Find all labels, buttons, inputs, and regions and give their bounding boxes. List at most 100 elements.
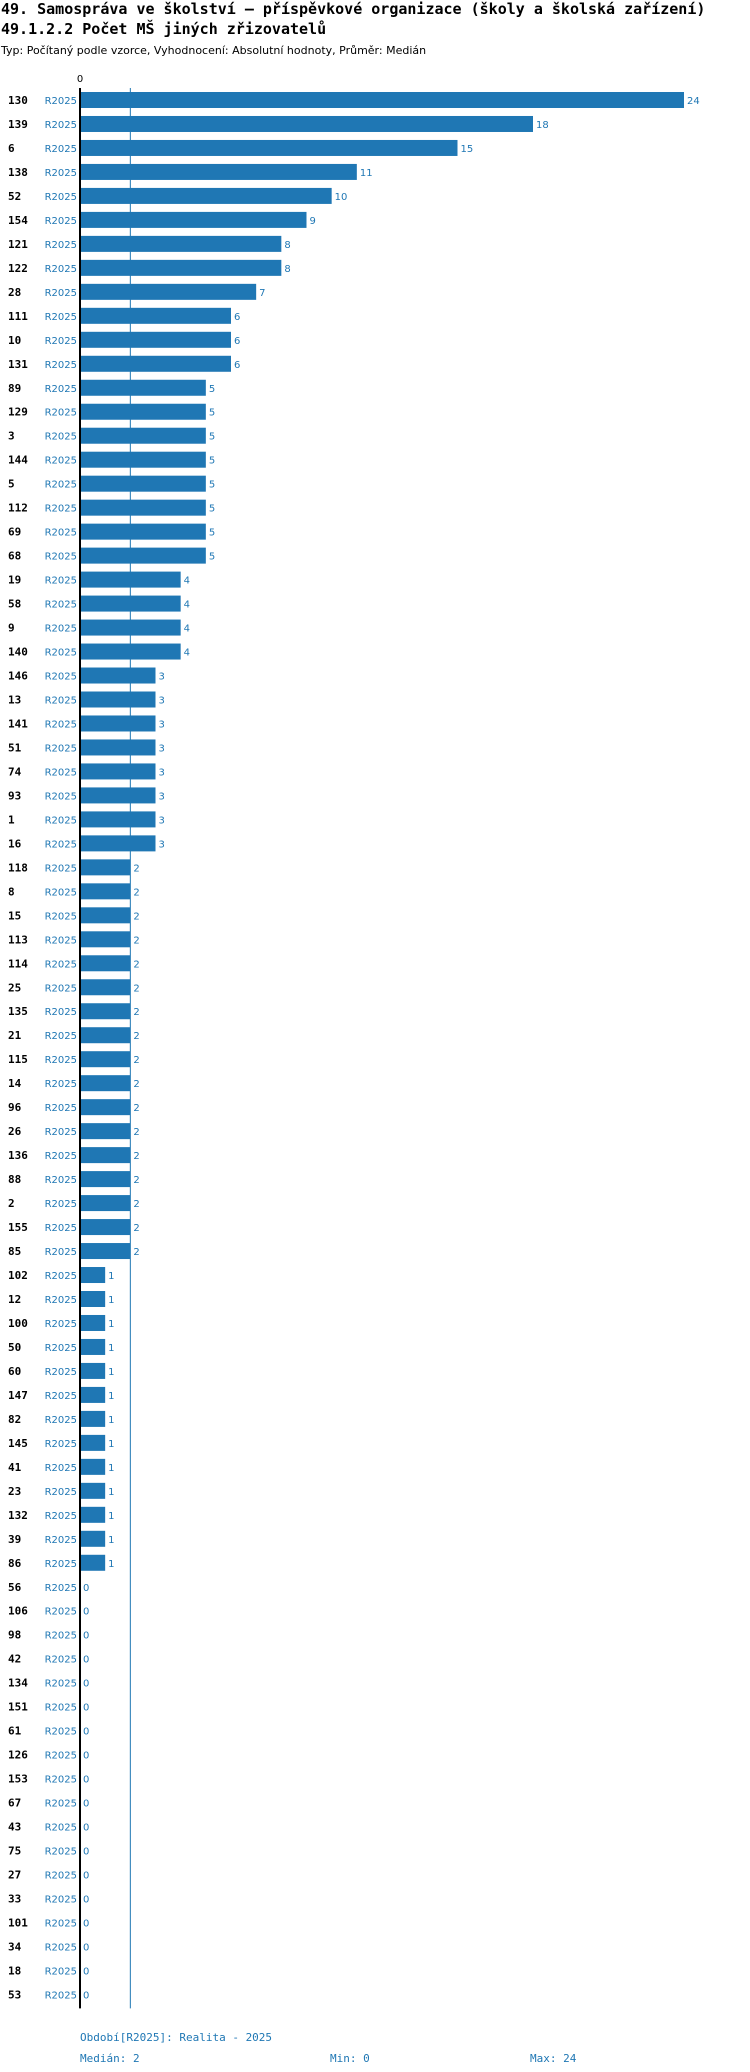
value-label: 5	[209, 384, 215, 395]
value-label: 1	[108, 1367, 114, 1378]
bar	[80, 691, 156, 708]
value-label: 7	[259, 288, 265, 299]
value-label: 0	[83, 1823, 89, 1834]
series-label: R2025	[45, 863, 77, 874]
bar	[80, 475, 206, 492]
bar	[80, 619, 181, 636]
series-label: R2025	[45, 1439, 77, 1450]
bar	[80, 1506, 106, 1523]
value-label: 4	[184, 624, 190, 635]
category-label: 155	[8, 1221, 28, 1234]
series-label: R2025	[45, 408, 77, 419]
series-label: R2025	[45, 1703, 77, 1714]
value-label: 3	[159, 815, 165, 826]
bar	[80, 1458, 106, 1475]
footer-period: Období[R2025]: Realita - 2025	[80, 2031, 273, 2044]
series-label: R2025	[45, 1295, 77, 1306]
value-label: 0	[83, 1942, 89, 1953]
category-label: 6	[8, 142, 15, 155]
category-label: 13	[8, 694, 21, 707]
bar	[80, 451, 206, 468]
value-label: 0	[83, 1847, 89, 1858]
bar	[80, 1051, 131, 1068]
value-label: 0	[83, 1799, 89, 1810]
series-label: R2025	[45, 1391, 77, 1402]
series-label: R2025	[45, 432, 77, 443]
value-label: 3	[159, 791, 165, 802]
bar	[80, 667, 156, 684]
bar	[80, 907, 131, 924]
category-label: 86	[8, 1557, 22, 1570]
value-label: 0	[83, 1895, 89, 1906]
category-label: 74	[8, 765, 22, 778]
category-label: 118	[8, 861, 28, 874]
value-label: 5	[209, 504, 215, 515]
bar	[80, 883, 131, 900]
value-label: 2	[133, 1127, 139, 1138]
value-label: 5	[209, 480, 215, 491]
category-label: 26	[8, 1125, 22, 1138]
category-label: 111	[8, 310, 28, 323]
category-label: 75	[8, 1845, 21, 1858]
series-label: R2025	[45, 1583, 77, 1594]
bar	[80, 115, 533, 132]
category-label: 2	[8, 1197, 15, 1210]
value-label: 0	[83, 1703, 89, 1714]
series-label: R2025	[45, 1535, 77, 1546]
value-label: 9	[310, 216, 316, 227]
series-label: R2025	[45, 1966, 77, 1977]
category-label: 69	[8, 526, 21, 539]
bar	[80, 92, 684, 108]
category-label: 114	[8, 957, 28, 970]
value-label: 2	[133, 1199, 139, 1210]
series-label: R2025	[45, 1151, 77, 1162]
category-label: 8	[8, 885, 15, 898]
category-label: 25	[8, 981, 21, 994]
series-label: R2025	[45, 672, 77, 683]
value-label: 0	[83, 1751, 89, 1762]
category-label: 42	[8, 1653, 21, 1666]
series-label: R2025	[45, 1007, 77, 1018]
category-label: 19	[8, 574, 21, 587]
value-label: 5	[209, 432, 215, 443]
value-label: 1	[108, 1319, 114, 1330]
series-label: R2025	[45, 1895, 77, 1906]
category-label: 138	[8, 166, 28, 179]
series-label: R2025	[45, 240, 77, 251]
category-label: 16	[8, 837, 22, 850]
category-label: 82	[8, 1413, 21, 1426]
value-label: 0	[83, 1631, 89, 1642]
bar	[80, 1291, 106, 1307]
series-label: R2025	[45, 911, 77, 922]
category-label: 154	[8, 214, 28, 227]
bar	[80, 715, 156, 732]
bar	[80, 1075, 131, 1092]
series-label: R2025	[45, 1511, 77, 1522]
series-label: R2025	[45, 1103, 77, 1114]
category-label: 153	[8, 1773, 28, 1786]
value-label: 1	[108, 1463, 114, 1474]
value-label: 5	[209, 456, 215, 467]
value-label: 1	[108, 1415, 114, 1426]
category-label: 130	[8, 94, 28, 107]
value-label: 2	[133, 863, 139, 874]
series-label: R2025	[45, 1343, 77, 1354]
category-label: 33	[8, 1893, 21, 1906]
bar	[80, 1099, 131, 1116]
series-label: R2025	[45, 743, 77, 754]
value-label: 8	[284, 240, 290, 251]
value-label: 0	[83, 1583, 89, 1594]
value-label: 1	[108, 1487, 114, 1498]
bar	[80, 547, 206, 564]
category-label: 134	[8, 1677, 28, 1690]
chart-title: 49. Samospráva ve školství – příspěvkové…	[1, 0, 706, 18]
series-label: R2025	[45, 528, 77, 539]
category-label: 9	[8, 622, 15, 635]
bar	[80, 1267, 106, 1284]
category-label: 41	[8, 1461, 22, 1474]
bar	[80, 427, 206, 444]
bar	[80, 1386, 106, 1403]
value-label: 0	[83, 1871, 89, 1882]
category-label: 67	[8, 1797, 21, 1810]
bar	[80, 1410, 106, 1427]
